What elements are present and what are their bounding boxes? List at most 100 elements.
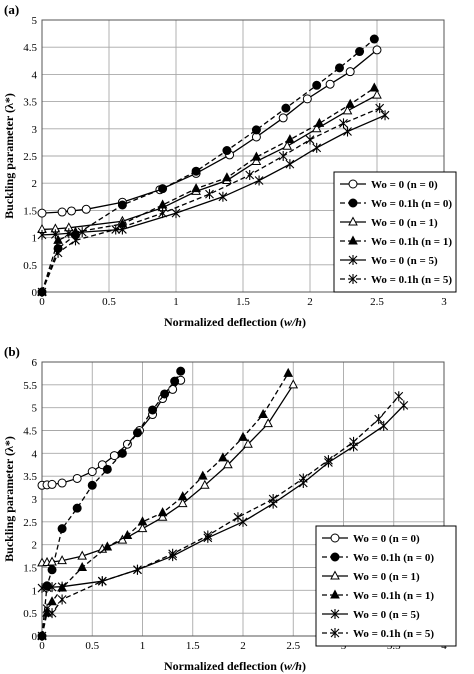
plot-area xyxy=(41,19,445,293)
legend-label: Wo = 0 (n = 1) xyxy=(353,571,420,583)
data-point xyxy=(37,287,47,297)
x-tick-label: 1 xyxy=(140,640,146,652)
data-point xyxy=(355,47,365,57)
x-tick-label: 2.5 xyxy=(286,640,300,652)
x-axis-title-text: Normalized deflection ( xyxy=(164,315,284,329)
data-point xyxy=(157,507,168,517)
data-point xyxy=(218,191,228,202)
y-tick-label: 3.5 xyxy=(23,471,37,483)
x-axis-title: Normalized deflection (w/h) xyxy=(164,315,306,329)
legend-marker xyxy=(330,533,340,543)
y-tick-label: 0 xyxy=(32,631,38,643)
data-point xyxy=(77,227,87,238)
data-point xyxy=(97,576,107,587)
data-point xyxy=(122,439,132,449)
panel-label: (a) xyxy=(4,2,19,17)
data-point xyxy=(57,478,67,488)
y-tick-label: 3 xyxy=(32,124,38,136)
data-point xyxy=(342,105,353,115)
legend-label: Wo = 0.1h (n = 0) xyxy=(353,552,434,564)
legend-marker xyxy=(348,274,358,284)
legend-marker xyxy=(330,570,340,580)
data-point xyxy=(158,208,167,219)
data-point xyxy=(251,125,261,135)
series xyxy=(37,379,299,567)
legend: Wo = 0 (n = 0) Wo = 0.1h (n = 0) Wo = 0 (n… xyxy=(315,525,457,647)
data-point xyxy=(312,80,322,90)
data-point xyxy=(137,523,148,533)
data-point xyxy=(334,63,344,73)
legend-marker xyxy=(330,628,340,638)
data-point xyxy=(37,229,47,240)
data-point xyxy=(171,208,181,219)
x-tick-label: 1.5 xyxy=(236,296,250,308)
data-point xyxy=(254,175,264,186)
data-point xyxy=(81,204,91,214)
data-point xyxy=(53,247,63,258)
data-point xyxy=(111,224,121,235)
x-axis-title: Normalized deflection (w/h) xyxy=(164,659,306,673)
data-point xyxy=(37,631,47,641)
data-point xyxy=(258,408,268,419)
x-tick-label: 0 xyxy=(39,640,45,652)
data-point xyxy=(372,45,382,55)
series xyxy=(37,82,380,296)
data-point xyxy=(218,452,228,462)
legend-marker xyxy=(330,552,340,562)
data-point xyxy=(157,511,168,521)
data-point xyxy=(324,455,333,466)
data-point xyxy=(369,34,379,44)
y-tick-label: 1 xyxy=(32,585,38,597)
data-point xyxy=(245,170,255,181)
data-point xyxy=(238,431,248,441)
data-point xyxy=(168,548,178,559)
legend-label: Wo = 0 (n = 0) xyxy=(371,179,438,191)
legend-marker xyxy=(330,609,340,619)
data-point xyxy=(57,555,67,565)
data-point xyxy=(57,207,67,217)
data-point xyxy=(251,151,262,161)
data-point xyxy=(47,565,57,575)
legend-marker xyxy=(348,198,358,208)
legend-label: Wo = 0.1h (n = 1) xyxy=(353,590,434,602)
data-point xyxy=(339,118,348,129)
data-point xyxy=(375,103,385,114)
data-point xyxy=(177,491,188,501)
data-point xyxy=(268,494,278,504)
y-tick-label: 3 xyxy=(32,494,38,506)
y-tick-label: 0.5 xyxy=(23,608,37,620)
data-point xyxy=(157,199,168,209)
legend-label: Wo = 0 (n = 0) xyxy=(353,533,420,545)
data-point xyxy=(199,479,210,489)
y-tick-label: 5 xyxy=(32,15,38,27)
data-point xyxy=(47,479,57,489)
data-point xyxy=(369,82,380,92)
series-line xyxy=(41,370,182,637)
y-tick-label: 6 xyxy=(32,357,38,369)
data-point xyxy=(278,151,288,161)
data-point xyxy=(87,480,97,490)
x-axis-title-text-end: ) xyxy=(302,659,306,673)
series-line xyxy=(41,94,378,231)
y-tick-label: 0 xyxy=(32,287,38,299)
data-point xyxy=(197,470,208,480)
legend-label: Wo = 0.1h (n = 5) xyxy=(371,274,452,286)
data-point xyxy=(394,391,404,402)
data-point xyxy=(72,503,82,513)
data-point xyxy=(203,530,213,541)
y-tick-label: 2.5 xyxy=(23,151,37,163)
series-line xyxy=(41,107,380,293)
legend-marker xyxy=(348,216,358,226)
data-point xyxy=(57,524,67,534)
data-point xyxy=(379,420,389,431)
data-point xyxy=(222,146,232,156)
x-axis-title-italic: w/h xyxy=(284,659,302,673)
data-point xyxy=(47,608,57,619)
y-tick-label: 3.5 xyxy=(23,97,37,109)
data-point xyxy=(122,529,133,540)
chart-b: (b)00.511.522.533.5400.511.522.533.544.5… xyxy=(2,344,457,673)
y-tick-label: 4.5 xyxy=(23,42,37,54)
legend-marker xyxy=(348,179,358,189)
data-point xyxy=(51,229,60,240)
legend-label: Wo = 0 (n = 1) xyxy=(371,217,438,229)
